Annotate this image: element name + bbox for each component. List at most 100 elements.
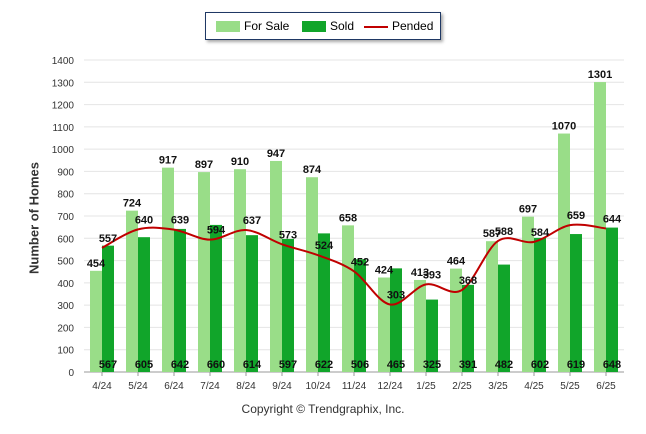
for-sale-value-label: 424 xyxy=(375,265,394,277)
x-tick-label: 2/25 xyxy=(452,381,472,392)
x-tick-label: 8/24 xyxy=(236,381,256,392)
for-sale-bar xyxy=(270,160,282,372)
sold-value-label: 660 xyxy=(207,359,225,371)
x-tick-label: 3/25 xyxy=(488,381,508,392)
copyright-footer: Copyright © Trendgraphix, Inc. xyxy=(241,402,405,416)
y-tick-label: 100 xyxy=(57,346,74,357)
sold-bar xyxy=(570,234,582,372)
pended-value-label: 557 xyxy=(99,233,117,245)
sold-value-label: 465 xyxy=(387,359,405,371)
x-tick-label: 5/25 xyxy=(560,381,580,392)
pended-value-label: 659 xyxy=(567,210,585,222)
x-tick-label: 12/24 xyxy=(377,381,402,392)
y-tick-label: 1000 xyxy=(52,145,75,156)
x-tick-label: 6/24 xyxy=(164,381,184,392)
for-sale-value-label: 587 xyxy=(483,228,501,240)
y-tick-label: 700 xyxy=(57,212,74,223)
y-tick-label: 1300 xyxy=(52,78,75,89)
pended-value-label: 368 xyxy=(459,275,477,287)
legend-sold-swatch xyxy=(302,21,326,32)
x-tick-label: 7/24 xyxy=(200,381,220,392)
sold-value-label: 506 xyxy=(351,359,369,371)
for-sale-value-label: 658 xyxy=(339,212,357,224)
sold-value-label: 567 xyxy=(99,359,117,371)
sold-bar xyxy=(102,245,114,372)
pended-value-label: 524 xyxy=(315,240,334,252)
for-sale-bar xyxy=(90,270,102,372)
for-sale-bar xyxy=(234,169,246,372)
for-sale-bar xyxy=(558,133,570,372)
x-tick-label: 1/25 xyxy=(416,381,436,392)
y-tick-label: 1100 xyxy=(52,123,74,134)
x-tick-label: 6/25 xyxy=(596,381,616,392)
pended-value-label: 584 xyxy=(531,227,550,239)
for-sale-bar xyxy=(450,268,462,372)
sold-bar xyxy=(210,224,222,372)
pended-value-label: 639 xyxy=(171,215,189,227)
sold-bar xyxy=(282,238,294,372)
sold-value-label: 605 xyxy=(135,359,153,371)
x-tick-label: 9/24 xyxy=(272,381,292,392)
for-sale-value-label: 724 xyxy=(123,198,142,210)
sold-bar xyxy=(426,299,438,372)
sold-value-label: 602 xyxy=(531,359,549,371)
for-sale-value-label: 464 xyxy=(447,256,466,268)
y-tick-label: 500 xyxy=(57,257,74,268)
pended-value-label: 573 xyxy=(279,229,297,241)
legend: For Sale Sold Pended xyxy=(205,12,441,40)
for-sale-bar xyxy=(378,277,390,372)
for-sale-value-label: 947 xyxy=(267,148,285,160)
sold-bar xyxy=(318,233,330,372)
pended-value-label: 637 xyxy=(243,215,261,227)
legend-for-sale-label: For Sale xyxy=(244,19,290,33)
for-sale-value-label: 1070 xyxy=(552,121,576,133)
for-sale-bar xyxy=(162,167,174,372)
x-tick-label: 4/25 xyxy=(524,381,544,392)
sold-value-label: 391 xyxy=(459,359,477,371)
sold-bar xyxy=(174,228,186,372)
y-tick-label: 200 xyxy=(57,323,74,334)
pended-value-label: 594 xyxy=(207,225,226,237)
sold-value-label: 622 xyxy=(315,359,333,371)
y-tick-label: 600 xyxy=(57,234,74,245)
for-sale-bar xyxy=(414,279,426,372)
pended-value-label: 303 xyxy=(387,289,405,301)
sold-bar xyxy=(138,237,150,372)
legend-pended-label: Pended xyxy=(392,19,434,33)
for-sale-value-label: 897 xyxy=(195,159,213,171)
for-sale-value-label: 874 xyxy=(303,164,322,176)
legend-sold-label: Sold xyxy=(330,19,355,33)
for-sale-value-label: 413 xyxy=(411,267,429,279)
pended-value-label: 588 xyxy=(495,226,513,238)
sold-bar xyxy=(390,268,402,372)
legend-pended-swatch xyxy=(364,26,388,28)
y-tick-label: 0 xyxy=(68,368,74,379)
sold-value-label: 642 xyxy=(171,359,189,371)
x-tick-label: 10/24 xyxy=(305,381,330,392)
sold-bar xyxy=(534,237,546,372)
pended-value-label: 640 xyxy=(135,214,153,226)
y-tick-label: 1400 xyxy=(52,56,75,67)
x-axis: 4/24 5/24 6/24 7/24 8/24 9/24 10/24 11/24 12/24 1… xyxy=(92,372,616,392)
for-sale-bar xyxy=(126,210,138,372)
sold-value-label: 325 xyxy=(423,359,441,371)
for-sale-bar xyxy=(306,177,318,372)
for-sale-bar xyxy=(486,241,498,372)
for-sale-bar xyxy=(342,225,354,372)
pended-value-label: 644 xyxy=(603,213,622,225)
sold-bar xyxy=(606,227,618,372)
sold-bar xyxy=(246,235,258,372)
for-sale-value-label: 917 xyxy=(159,155,177,167)
y-tick-label: 900 xyxy=(57,167,74,178)
y-tick-label: 1200 xyxy=(52,101,75,112)
pended-value-label: 393 xyxy=(423,269,441,281)
sold-bar xyxy=(498,264,510,372)
y-tick-label: 300 xyxy=(57,301,74,312)
data-labels: 454 567 557 724 605 640 917 642 639 897 660 594 910 6… xyxy=(87,69,622,371)
for-sale-value-label: 697 xyxy=(519,204,537,216)
for-sale-value-label: 1301 xyxy=(588,69,612,81)
x-tick-label: 4/24 xyxy=(92,381,112,392)
x-tick-label: 11/24 xyxy=(342,381,367,392)
bars xyxy=(90,82,618,372)
